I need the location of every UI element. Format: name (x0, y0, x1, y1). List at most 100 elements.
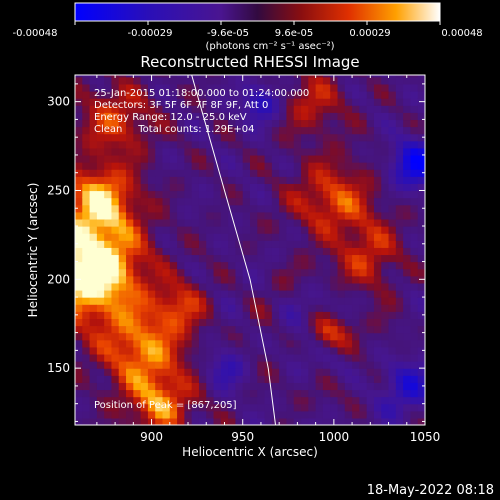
heatmap-cell (104, 112, 113, 121)
heatmap-cell (352, 297, 360, 305)
heatmap-cell (381, 176, 390, 184)
heatmap-cell (293, 304, 302, 312)
heatmap-cell (96, 233, 105, 241)
heatmap-cell (344, 382, 353, 391)
heatmap-cell (169, 268, 178, 277)
heatmap-cell (191, 304, 200, 312)
heatmap-cell (366, 254, 375, 263)
heatmap-cell (308, 332, 317, 341)
heatmap-cell (257, 247, 266, 256)
heatmap-cell (169, 75, 178, 78)
heatmap-cell (111, 247, 120, 256)
heatmap-cell (337, 297, 346, 305)
heatmap-cell (250, 318, 258, 327)
heatmap-cell (359, 318, 368, 327)
heatmap-cell (359, 325, 368, 334)
heatmap-cell (257, 233, 266, 241)
heatmap-cell (395, 197, 404, 206)
heatmap-cell (381, 211, 390, 220)
heatmap-cell (206, 275, 215, 284)
heatmap-cell (388, 190, 397, 199)
heatmap-cell (220, 76, 229, 85)
heatmap-cell (257, 147, 266, 156)
heatmap-cell (250, 154, 258, 163)
heatmap-cell (264, 275, 273, 284)
heatmap-cell (264, 240, 273, 248)
heatmap-cell (184, 410, 193, 419)
heatmap-cell (228, 162, 237, 170)
heatmap-cell (75, 112, 83, 121)
heatmap-cell (395, 112, 404, 121)
heatmap-cell (315, 332, 324, 341)
heatmap-cell (381, 233, 390, 241)
heatmap-cell (381, 133, 390, 142)
heatmap-cell (293, 226, 302, 234)
heatmap-cell (410, 75, 419, 78)
heatmap-cell (403, 162, 412, 170)
heatmap-cell (111, 361, 120, 369)
heatmap-cell (133, 382, 142, 391)
heatmap-cell (104, 261, 113, 270)
heatmap-cell (381, 353, 390, 362)
heatmap-cell (373, 304, 382, 312)
heatmap-cell (359, 332, 368, 341)
heatmap-cell (242, 154, 251, 163)
heatmap-cell (366, 176, 375, 184)
heatmap-cell (198, 339, 207, 348)
heatmap-cell (147, 382, 156, 391)
heatmap-cell (322, 76, 331, 85)
heatmap-cell (104, 396, 113, 405)
heatmap-cell (410, 105, 419, 113)
heatmap-cell (162, 304, 171, 312)
heatmap-cell (191, 361, 200, 369)
heatmap-cell (75, 261, 83, 270)
heatmap-cell (301, 346, 309, 355)
heatmap-cell (250, 389, 258, 398)
heatmap-cell (388, 275, 397, 284)
heatmap-cell (191, 268, 200, 277)
heatmap-cell (293, 375, 302, 383)
heatmap-cell (250, 361, 258, 369)
heatmap-cell (82, 233, 91, 241)
heatmap-cell (417, 289, 425, 298)
heatmap-cell (373, 176, 382, 184)
heatmap-cell (220, 90, 229, 99)
heatmap-cell (184, 297, 193, 305)
heatmap-cell (96, 282, 105, 291)
heatmap-cell (140, 162, 149, 170)
heatmap-cell (96, 346, 105, 355)
heatmap-cell (213, 247, 222, 256)
heatmap-cell (140, 140, 149, 149)
heatmap-cell (403, 112, 412, 121)
heatmap-cell (133, 147, 142, 156)
heatmap-cell (264, 162, 273, 170)
heatmap-cell (118, 254, 127, 263)
heatmap-cell (301, 240, 309, 248)
heatmap-cell (344, 261, 353, 270)
heatmap-cell (228, 190, 237, 199)
heatmap-cell (213, 396, 222, 405)
heatmap-cell (242, 325, 251, 334)
heatmap-cell (388, 204, 397, 213)
heatmap-cell (322, 83, 331, 92)
heatmap-cell (257, 240, 266, 248)
heatmap-cell (162, 403, 171, 412)
heatmap-cell (330, 133, 339, 142)
heatmap-cell (133, 346, 142, 355)
heatmap-cell (410, 176, 419, 184)
heatmap-cell (206, 332, 215, 341)
heatmap-cell (177, 375, 185, 383)
heatmap-cell (82, 112, 91, 121)
heatmap-cell (155, 169, 164, 177)
heatmap-cell (89, 325, 98, 334)
heatmap-cell (395, 211, 404, 220)
heatmap-cell (169, 368, 178, 376)
heatmap-cell (96, 297, 105, 305)
heatmap-cell (410, 247, 419, 256)
heatmap-cell (111, 396, 120, 405)
heatmap-cell (147, 126, 156, 135)
heatmap-cell (111, 275, 120, 284)
colorbar-tick-label: 0.00048 (441, 28, 482, 39)
heatmap-cell (330, 183, 339, 192)
heatmap-cell (373, 126, 382, 135)
